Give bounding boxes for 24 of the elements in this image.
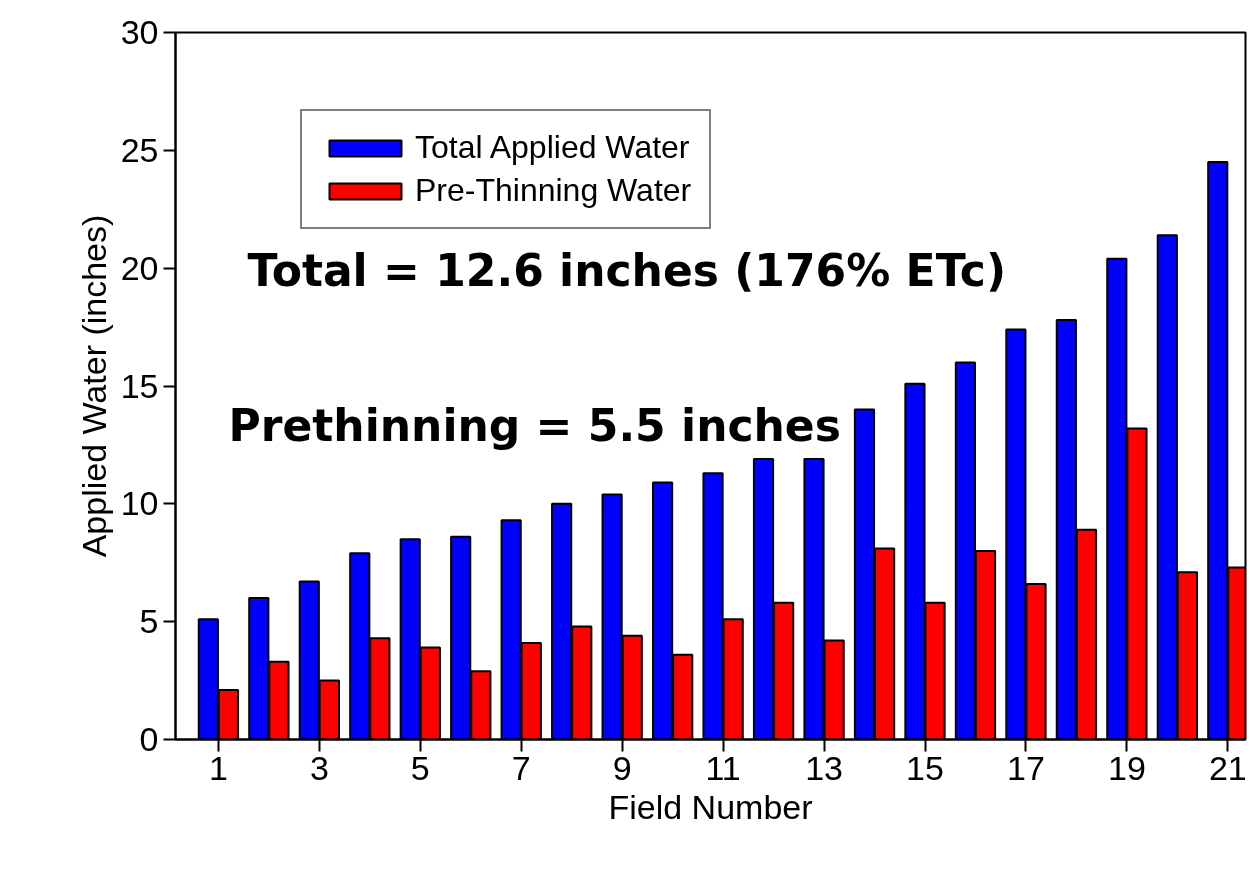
y-tick-label: 15 [120,366,159,405]
x-tick-label: 7 [511,748,531,787]
x-tick-label: 13 [805,748,843,787]
y-tick-label: 5 [139,602,159,641]
legend-label: Pre-Thinning Water [415,172,692,209]
x-tick-label: 9 [612,748,632,787]
y-axis-title: Applied Water (inches) [74,214,113,558]
y-tick-label: 0 [139,720,159,758]
x-tick-label: 15 [906,748,944,787]
x-tick-label: 5 [410,748,430,787]
annotation: Prethinning = 5.5 inches [228,399,841,451]
x-axis-title: Field Number [608,787,813,826]
x-tick-label: 3 [309,748,329,787]
y-tick-label: 10 [120,484,159,523]
x-tick-label: 11 [705,748,741,787]
x-tick-label: 1 [208,748,228,787]
x-tick-label: 17 [1007,748,1045,787]
x-tick-label: 21 [1208,748,1247,787]
y-tick-label: 20 [120,248,159,287]
legend-label: Total Applied Water [415,129,690,166]
y-tick-label: 30 [120,13,159,51]
y-tick-label: 25 [120,130,159,169]
annotation: Total = 12.6 inches (176% ETc) [247,244,1007,296]
x-tick-label: 19 [1107,748,1146,787]
